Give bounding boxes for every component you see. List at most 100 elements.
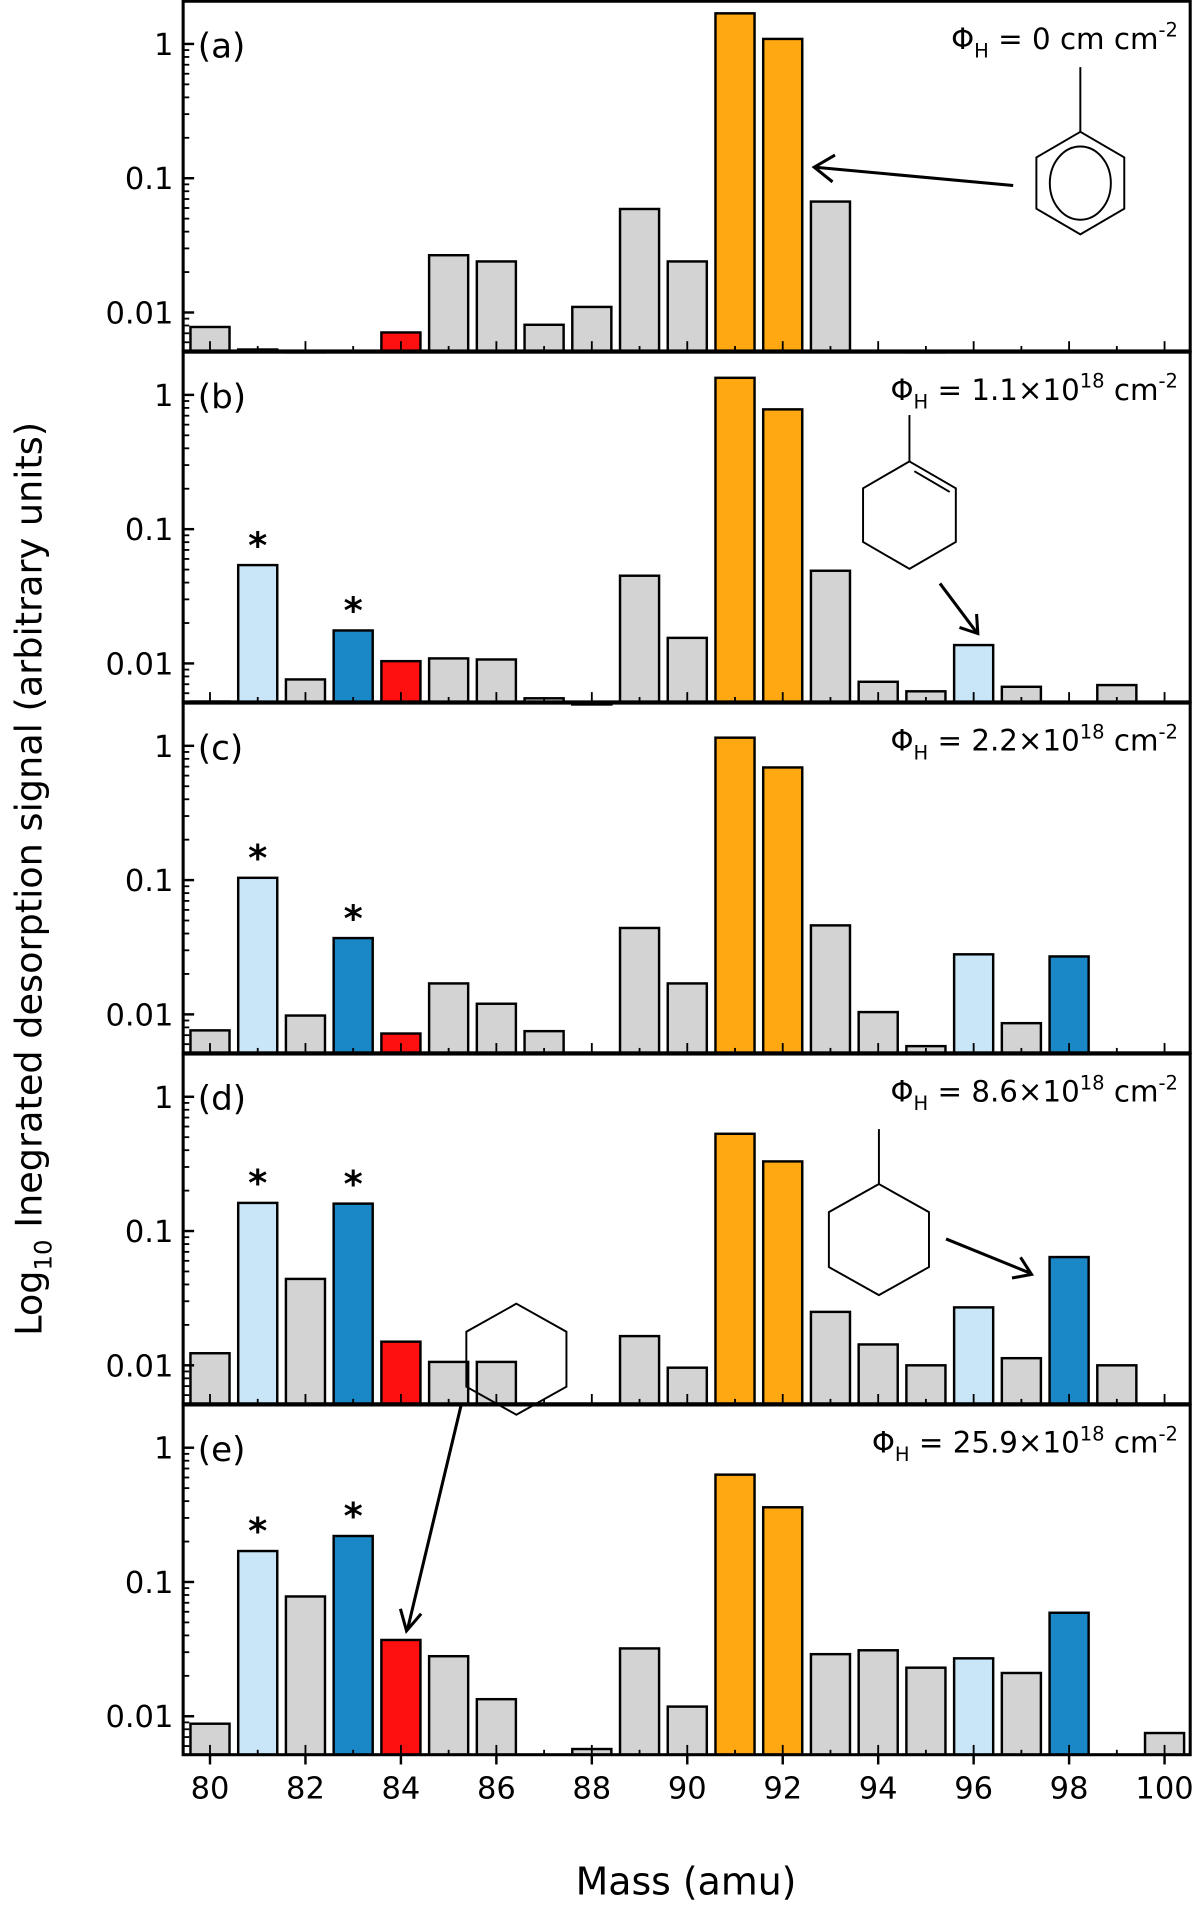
y-tick-label: 0.01	[105, 1349, 173, 1384]
bar-mass-92	[761, 37, 804, 353]
flux-unit-exponent: -2	[1159, 1422, 1178, 1445]
x-tick-label: 84	[382, 1772, 421, 1807]
star-marker: *	[344, 1495, 363, 1538]
bar-mass-89	[618, 1647, 661, 1756]
bar-mass-97	[1000, 1671, 1043, 1756]
y-tick-label: 0.1	[125, 162, 174, 197]
flux-subscript: H	[895, 1443, 910, 1466]
bar-mass-92	[761, 1160, 804, 1405]
bar-mass-92	[761, 408, 804, 704]
flux-unit: cm	[1105, 373, 1159, 407]
y-tick-label: 1	[154, 1081, 173, 1116]
bar-mass-89	[618, 574, 661, 704]
bar-mass-90	[666, 982, 709, 1055]
bar-mass-96	[952, 953, 995, 1055]
bar-mass-98	[1048, 955, 1090, 1055]
bar-mass-98	[1048, 1611, 1090, 1756]
y-tick-label: 0.01	[105, 1700, 173, 1735]
flux-value: = 25.9×10	[910, 1426, 1080, 1460]
panel-e: * * 1 0.1 0.01 (e) ΦH = 25.9×1018 cm-2	[105, 1403, 1192, 1757]
flux-unit: cm	[1105, 1426, 1159, 1460]
star-marker: *	[248, 1162, 267, 1205]
flux-symbol: Φ	[890, 373, 913, 407]
bar-mass-86	[475, 260, 518, 353]
bar-mass-83	[332, 936, 374, 1055]
flux-label: ΦH = 8.6×1018 cm-2	[890, 1071, 1178, 1115]
star-marker: *	[248, 1510, 267, 1553]
arrow-icon	[811, 153, 1014, 188]
bar-mass-81	[236, 876, 279, 1055]
bar-mass-91	[714, 1473, 756, 1756]
bar-mass-85	[427, 657, 470, 704]
flux-subscript: H	[914, 741, 929, 764]
flux-symbol: Φ	[890, 724, 913, 758]
panel-label: (d)	[198, 1079, 246, 1119]
bar-mass-95	[905, 1364, 947, 1405]
bar-mass-93	[809, 569, 852, 704]
panel-c: * * 1 0.1 0.01 (c) ΦH = 2.2×1018 cm-2	[105, 701, 1192, 1055]
bar-mass-85	[427, 254, 470, 353]
bar-mass-93	[809, 1652, 852, 1756]
flux-exponent: 18	[1080, 1071, 1105, 1094]
star-marker: *	[344, 589, 363, 632]
x-axis-label: Mass (amu)	[576, 1859, 797, 1903]
panel-a: 1 0.1 0.01 (a) ΦH = 0 cm cm-2	[105, 0, 1192, 354]
x-tick-label: 90	[668, 1772, 707, 1807]
cyclohexane-structure-icon	[465, 1302, 568, 1416]
flux-value: = 0 cm	[989, 22, 1105, 56]
bar-mass-92	[761, 1506, 804, 1756]
flux-unit: cm	[1105, 724, 1159, 758]
y-tick-label: 0.1	[125, 1215, 174, 1250]
bar-mass-93	[809, 924, 852, 1055]
y-tick-label: 0.01	[105, 296, 173, 331]
bar-mass-93	[809, 1310, 852, 1405]
arrow-icon	[938, 582, 980, 636]
flux-label: ΦH = 2.2×1018 cm-2	[890, 721, 1178, 765]
flux-subscript: H	[974, 39, 989, 62]
y-tick-label: 1	[154, 379, 173, 414]
bar-mass-90	[666, 636, 709, 704]
flux-symbol: Φ	[951, 22, 974, 56]
x-tick-label: 96	[954, 1772, 993, 1807]
bar-mass-85	[427, 1360, 470, 1405]
toluene-structure-icon	[1035, 67, 1126, 236]
panel-label: (a)	[198, 26, 246, 66]
methylcyclohexane-structure-icon	[827, 1129, 930, 1297]
panel-b: * * 1 0.1 0.01 (b) ΦH = 1.1×1018 cm-2	[105, 350, 1192, 706]
x-tick-label: 92	[763, 1772, 802, 1807]
star-marker: *	[248, 524, 267, 567]
y-tick-label: 1	[154, 28, 173, 63]
flux-symbol: Φ	[890, 1075, 913, 1109]
x-tick-label: 86	[477, 1772, 516, 1807]
bar-mass-82	[284, 1277, 327, 1405]
panels: 10.10.01(a) ΦH = 0 cm cm-2**10.10.01(b) ΦH…	[105, 0, 1194, 1807]
bar-mass-83	[332, 629, 374, 704]
bar-mass-96	[952, 1306, 995, 1405]
star-marker: *	[344, 1162, 363, 1205]
flux-label: ΦH = 25.9×1018 cm-2	[872, 1422, 1178, 1466]
flux-unit: cm	[1105, 1075, 1159, 1109]
panel-label: (e)	[198, 1430, 246, 1470]
flux-unit-exponent: -2	[1159, 721, 1178, 744]
flux-unit-exponent: -2	[1159, 19, 1178, 42]
flux-unit-exponent: -2	[1159, 370, 1178, 393]
flux-value: = 8.6×10	[928, 1075, 1080, 1109]
arrow-icon	[945, 1237, 1035, 1280]
x-tick-label: 80	[191, 1772, 230, 1807]
bar-mass-91	[714, 376, 756, 704]
panel-d: * * 1 0.1 0.01 (d) ΦH = 8.6×1018 cm-2	[105, 1052, 1192, 1406]
y-tick-label: 0.1	[125, 1566, 174, 1601]
bar-mass-94	[857, 1343, 899, 1405]
bar-mass-82	[284, 1595, 327, 1756]
y-tick-label: 0.01	[105, 998, 173, 1033]
x-tick-label: 98	[1050, 1772, 1089, 1807]
panel-label: (b)	[198, 377, 246, 417]
y-axis-label: Log10 Inegrated desorption signal (arbit…	[8, 422, 58, 1336]
flux-unit-exponent: -2	[1159, 1071, 1178, 1094]
y-tick-label: 1	[154, 730, 173, 765]
flux-exponent: 18	[1080, 721, 1105, 744]
flux-label: ΦH = 0 cm cm-2	[951, 19, 1178, 63]
bar-mass-90	[666, 260, 709, 353]
bar-mass-91	[714, 1132, 756, 1405]
